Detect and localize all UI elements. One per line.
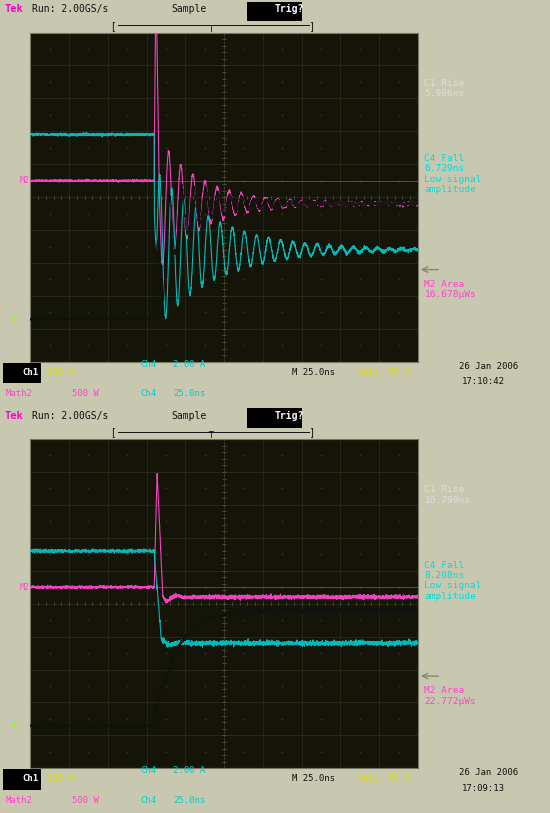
Text: C1 Rise
5.986ns: C1 Rise 5.986ns — [425, 79, 465, 98]
Text: Ch1: Ch1 — [22, 367, 38, 376]
Text: Math2: Math2 — [6, 389, 32, 398]
Text: Ch4: Ch4 — [140, 389, 156, 398]
Text: M2: M2 — [20, 176, 30, 185]
Text: Ch4: Ch4 — [140, 796, 156, 805]
Text: ]: ] — [309, 428, 313, 437]
Text: M 25.0ns: M 25.0ns — [292, 367, 334, 376]
Text: Sample: Sample — [172, 4, 207, 14]
Text: 1→: 1→ — [11, 723, 19, 728]
Text: 500 W: 500 W — [72, 389, 98, 398]
Text: Math2: Math2 — [6, 796, 32, 805]
Text: Ch4: Ch4 — [140, 766, 156, 775]
Text: 70 V: 70 V — [388, 367, 409, 376]
Text: M 25.0ns: M 25.0ns — [292, 774, 334, 783]
Text: C4 Fall
8.208ns
Low signal
amplitude: C4 Fall 8.208ns Low signal amplitude — [425, 560, 482, 601]
Text: 500 W: 500 W — [72, 796, 98, 805]
Text: 2.00 A: 2.00 A — [173, 359, 206, 368]
Text: 100 V: 100 V — [47, 367, 74, 376]
Text: 25.0ns: 25.0ns — [173, 389, 206, 398]
Text: 70 V: 70 V — [388, 774, 409, 783]
Text: M2 Area
16.678μWs: M2 Area 16.678μWs — [425, 280, 476, 299]
Bar — [3, 769, 41, 789]
Text: C1 Rise
10.799ns: C1 Rise 10.799ns — [425, 485, 470, 505]
Text: Sample: Sample — [172, 411, 207, 420]
Text: M2 Area
22.772μWs: M2 Area 22.772μWs — [425, 686, 476, 706]
Bar — [246, 408, 302, 428]
Text: ∯: ∯ — [376, 367, 382, 377]
Bar — [3, 363, 41, 383]
Text: 17:09:13: 17:09:13 — [462, 784, 505, 793]
Text: Trig?: Trig? — [274, 4, 304, 14]
Text: 17:10:42: 17:10:42 — [462, 377, 505, 386]
Text: 2.00 A: 2.00 A — [173, 766, 206, 775]
Text: T: T — [208, 24, 213, 34]
Text: Run: 2.00GS/s: Run: 2.00GS/s — [32, 411, 108, 420]
Text: Tek: Tek — [4, 411, 23, 420]
Text: ∯: ∯ — [376, 773, 382, 784]
Text: Tek: Tek — [4, 4, 23, 14]
Text: [: [ — [112, 21, 116, 31]
Text: Run: 2.00GS/s: Run: 2.00GS/s — [32, 4, 108, 14]
Text: Ch1: Ch1 — [358, 774, 373, 783]
Text: 26 Jan 2006: 26 Jan 2006 — [459, 362, 518, 371]
Text: Trig?: Trig? — [274, 411, 304, 420]
Text: 26 Jan 2006: 26 Jan 2006 — [459, 768, 518, 777]
Text: Ch1: Ch1 — [358, 367, 373, 376]
Text: Ch1: Ch1 — [22, 774, 38, 783]
Bar — [246, 2, 302, 21]
Text: M2: M2 — [20, 583, 30, 592]
Text: 100 V: 100 V — [47, 774, 74, 783]
Text: Ch4: Ch4 — [140, 359, 156, 368]
Text: ]: ] — [309, 21, 313, 31]
Text: [: [ — [112, 428, 116, 437]
Text: 25.0ns: 25.0ns — [173, 796, 206, 805]
Text: 1→: 1→ — [11, 316, 19, 322]
Text: C4 Fall
6.729ns
Low signal
amplitude: C4 Fall 6.729ns Low signal amplitude — [425, 154, 482, 194]
Text: T: T — [208, 431, 213, 441]
